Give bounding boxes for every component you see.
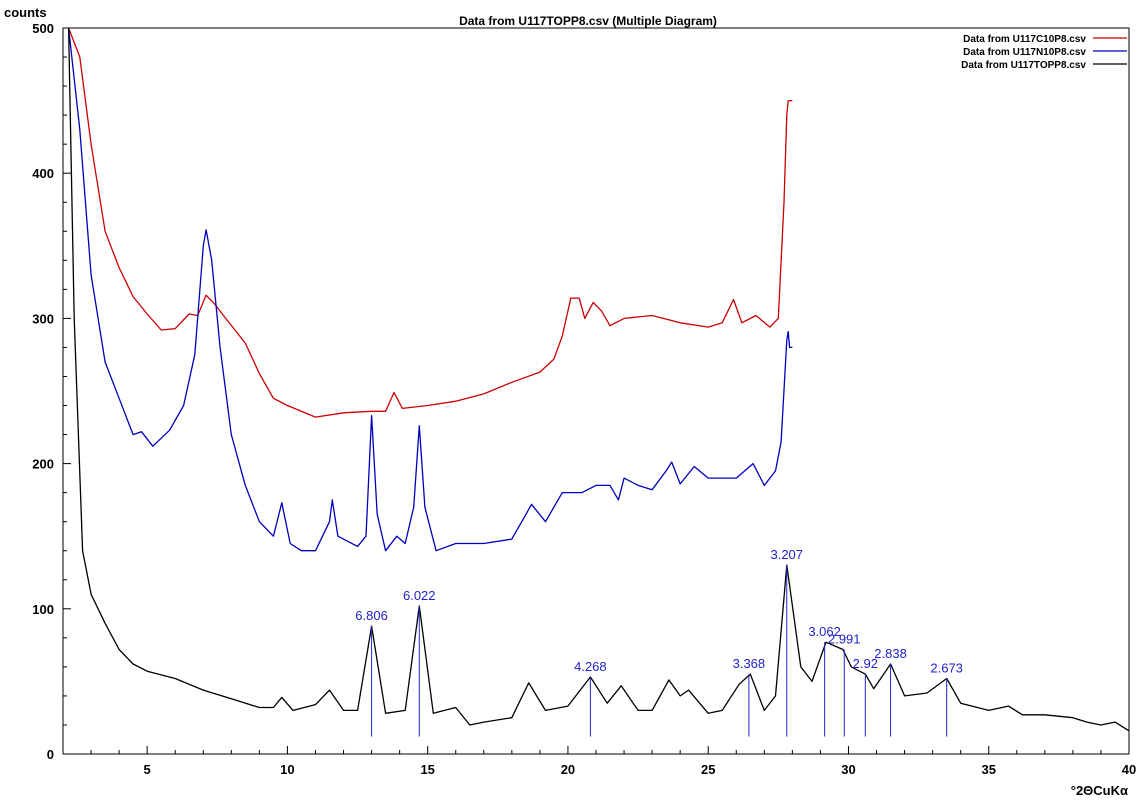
x-tick-label: 25 — [701, 762, 715, 777]
x-tick-label: 30 — [841, 762, 855, 777]
y-tick-label: 100 — [32, 602, 54, 617]
y-axis-ticks: 0 100 200 300 400 500 — [32, 21, 71, 762]
peak-label: 2.92 — [853, 656, 878, 671]
legend-label: Data from U117N10P8.csv — [963, 47, 1086, 58]
series-line — [67, 27, 793, 552]
legend: Data from U117C10P8.csv Data from U117N1… — [961, 34, 1127, 71]
peak-label: 3.207 — [770, 547, 803, 562]
peak-label: 2.991 — [828, 631, 861, 646]
x-tick-label: 5 — [144, 762, 151, 777]
y-tick-label: 500 — [32, 21, 54, 36]
x-axis-ticks: 5 10 15 20 25 30 35 40 — [62, 746, 1136, 777]
peak-label: 2.673 — [930, 660, 963, 675]
peak-label: 4.268 — [574, 659, 607, 674]
peak-label: 3.062 — [808, 624, 841, 639]
y-tick-label: 300 — [32, 311, 54, 326]
y-tick-label: 0 — [47, 747, 54, 762]
series-line — [67, 27, 1130, 732]
y-tick-label: 400 — [32, 166, 54, 181]
x-tick-label: 40 — [1122, 762, 1136, 777]
x-tick-label: 10 — [280, 762, 294, 777]
y-axis-label: counts — [4, 5, 47, 20]
series-line — [67, 27, 793, 418]
x-tick-label: 35 — [982, 762, 996, 777]
legend-label: Data from U117TOPP8.csv — [961, 60, 1086, 71]
x-tick-label: 20 — [561, 762, 575, 777]
x-tick-label: 15 — [420, 762, 434, 777]
peak-label: 6.806 — [355, 608, 388, 623]
series-layer — [67, 27, 1130, 732]
y-tick-label: 200 — [32, 457, 54, 472]
peak-label: 6.022 — [403, 588, 436, 603]
x-axis-label: °2ΘCuKα — [1071, 783, 1128, 798]
peak-label: 3.368 — [733, 656, 766, 671]
legend-label: Data from U117C10P8.csv — [963, 34, 1086, 45]
peak-label: 2.838 — [874, 646, 907, 661]
plot-area: 5 10 15 20 25 30 35 40 0 100 200 300 400 500 6.806 6.… — [32, 21, 1136, 777]
chart-title: Data from U117TOPP8.csv (Multiple Diagra… — [459, 14, 717, 28]
